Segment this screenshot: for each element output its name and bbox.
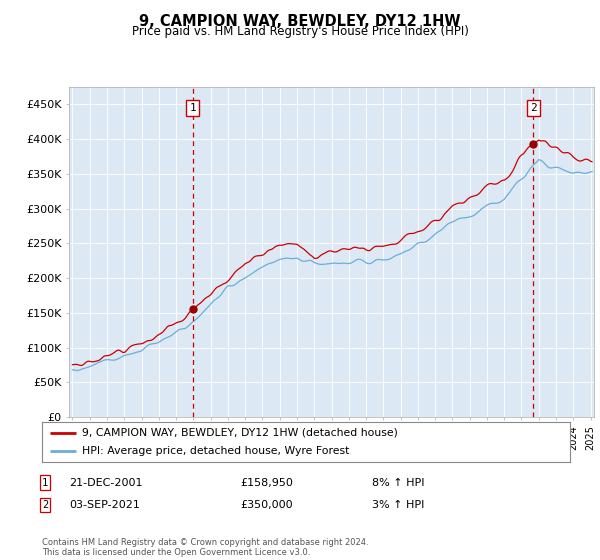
Text: Contains HM Land Registry data © Crown copyright and database right 2024.
This d: Contains HM Land Registry data © Crown c… [42,538,368,557]
Text: £158,950: £158,950 [240,478,293,488]
Text: HPI: Average price, detached house, Wyre Forest: HPI: Average price, detached house, Wyre… [82,446,349,456]
Text: 9, CAMPION WAY, BEWDLEY, DY12 1HW: 9, CAMPION WAY, BEWDLEY, DY12 1HW [139,14,461,29]
Text: 03-SEP-2021: 03-SEP-2021 [69,500,140,510]
Text: 1: 1 [190,103,196,113]
Text: £350,000: £350,000 [240,500,293,510]
Text: 8% ↑ HPI: 8% ↑ HPI [372,478,425,488]
Text: 2: 2 [530,103,536,113]
Text: Price paid vs. HM Land Registry's House Price Index (HPI): Price paid vs. HM Land Registry's House … [131,25,469,38]
Text: 9, CAMPION WAY, BEWDLEY, DY12 1HW (detached house): 9, CAMPION WAY, BEWDLEY, DY12 1HW (detac… [82,428,397,437]
Text: 1: 1 [42,478,48,488]
Text: 2: 2 [42,500,48,510]
Text: 21-DEC-2001: 21-DEC-2001 [69,478,143,488]
Text: 3% ↑ HPI: 3% ↑ HPI [372,500,424,510]
